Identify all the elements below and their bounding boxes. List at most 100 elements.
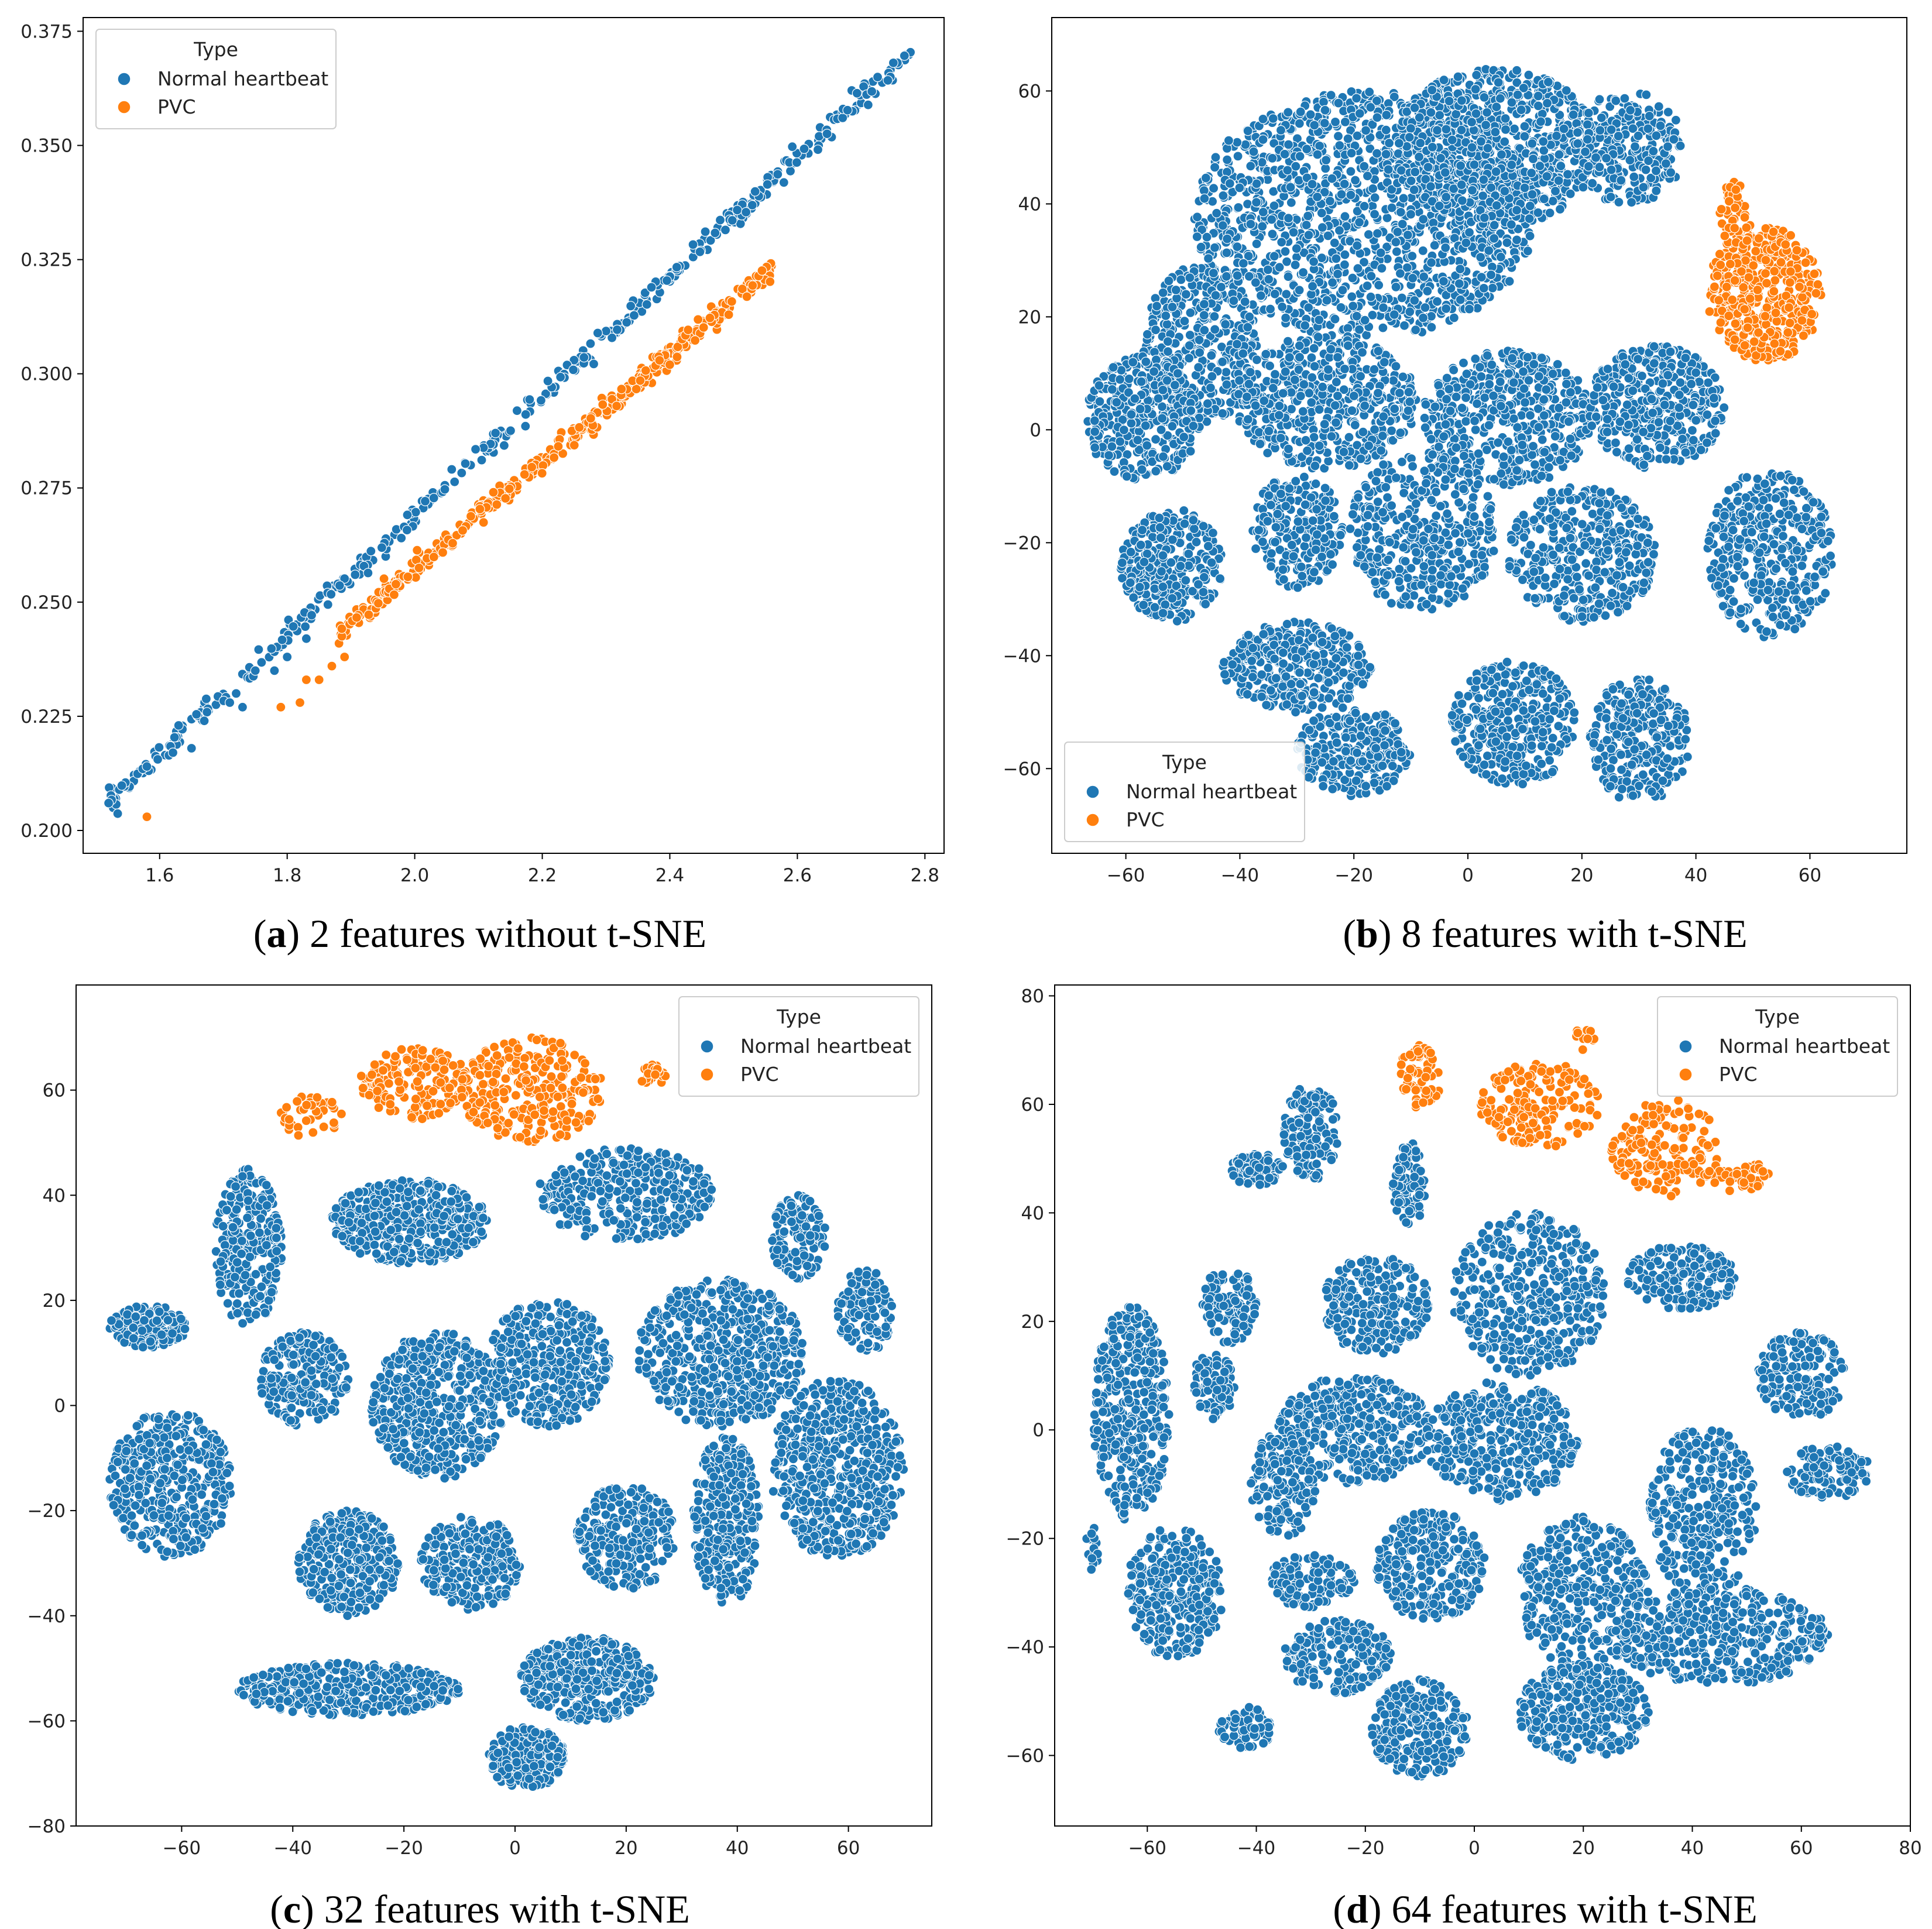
data-point (1651, 131, 1662, 141)
data-point (1169, 380, 1180, 390)
data-point (1533, 207, 1543, 218)
data-point (740, 207, 751, 218)
data-point (1334, 225, 1345, 236)
data-point (1265, 361, 1275, 371)
data-point (1111, 397, 1122, 408)
data-point (1090, 442, 1100, 453)
data-point (402, 510, 413, 520)
data-point (1430, 401, 1440, 412)
data-point (1432, 296, 1443, 307)
data-point (1539, 447, 1550, 458)
data-point (1336, 302, 1346, 313)
data-point (1368, 183, 1378, 194)
data-point (1283, 139, 1294, 150)
data-point (1596, 112, 1607, 123)
data-point (585, 338, 596, 349)
data-point (1348, 390, 1359, 401)
data-point (476, 455, 487, 465)
data-point (695, 246, 705, 257)
data-point (1372, 112, 1382, 123)
data-point (1381, 109, 1392, 121)
data-point (1406, 176, 1416, 186)
data-point (1367, 119, 1378, 130)
x-tick-label: 2.8 (911, 865, 939, 886)
data-point (152, 754, 163, 765)
data-point (366, 546, 376, 557)
data-point (1382, 212, 1392, 223)
data-point (1217, 220, 1228, 231)
data-point (1359, 161, 1370, 171)
data-point (1141, 356, 1151, 367)
data-point (1629, 141, 1641, 152)
data-point (1267, 214, 1277, 225)
data-point (1109, 466, 1120, 477)
data-point (1426, 258, 1437, 268)
data-point (256, 657, 267, 668)
data-point (1319, 419, 1330, 430)
data-point (1223, 135, 1234, 146)
data-point (635, 375, 646, 386)
data-point (1543, 77, 1553, 87)
data-point (373, 598, 384, 609)
data-point (600, 325, 612, 337)
data-point (1199, 193, 1210, 204)
data-point (1329, 238, 1340, 248)
data-point (1346, 166, 1356, 177)
data-point (1262, 448, 1273, 458)
data-point (1451, 392, 1461, 402)
data-point (1499, 186, 1510, 197)
data-point (1419, 272, 1429, 282)
data-point (1519, 183, 1530, 193)
data-point (1613, 131, 1624, 142)
data-point (866, 86, 877, 97)
data-point (1320, 105, 1330, 115)
data-point (1439, 431, 1449, 442)
data-point (1527, 138, 1538, 149)
data-point (1259, 396, 1269, 406)
data-point (1179, 315, 1190, 327)
data-point (693, 314, 704, 325)
data-point (750, 186, 760, 197)
data-point (1583, 108, 1594, 118)
data-point (1376, 445, 1387, 456)
data-point (1626, 197, 1637, 208)
data-point (1234, 183, 1245, 193)
data-point (1316, 208, 1327, 218)
data-point (1372, 228, 1383, 239)
data-point (1216, 282, 1227, 293)
data-point (282, 651, 293, 663)
data-point (116, 780, 127, 791)
data-point (269, 665, 280, 676)
data-point (1389, 309, 1399, 320)
data-point (732, 205, 743, 215)
data-point (1319, 118, 1330, 128)
data-point (1435, 110, 1445, 121)
data-point (1405, 209, 1416, 219)
data-point (588, 359, 599, 369)
data-point (1419, 413, 1430, 423)
data-point (1378, 322, 1388, 333)
data-point (390, 579, 402, 589)
data-point (1314, 314, 1324, 325)
data-point (598, 399, 608, 410)
data-point (1179, 432, 1189, 442)
data-point (142, 761, 152, 772)
data-point (1294, 285, 1305, 296)
data-point (1651, 186, 1662, 196)
data-point (1480, 392, 1490, 403)
data-point (1550, 186, 1561, 197)
data-point (1114, 374, 1125, 385)
data-point (1167, 301, 1178, 313)
data-point (492, 499, 502, 510)
data-point (1185, 329, 1195, 341)
data-point (1572, 127, 1583, 138)
data-point (1347, 405, 1357, 416)
data-point (1409, 102, 1420, 113)
data-point (376, 543, 387, 553)
data-point (428, 552, 439, 562)
data-point (1487, 359, 1497, 370)
data-point (1578, 182, 1588, 193)
data-point (899, 50, 910, 61)
data-point (225, 697, 235, 708)
data-point (1389, 403, 1400, 414)
